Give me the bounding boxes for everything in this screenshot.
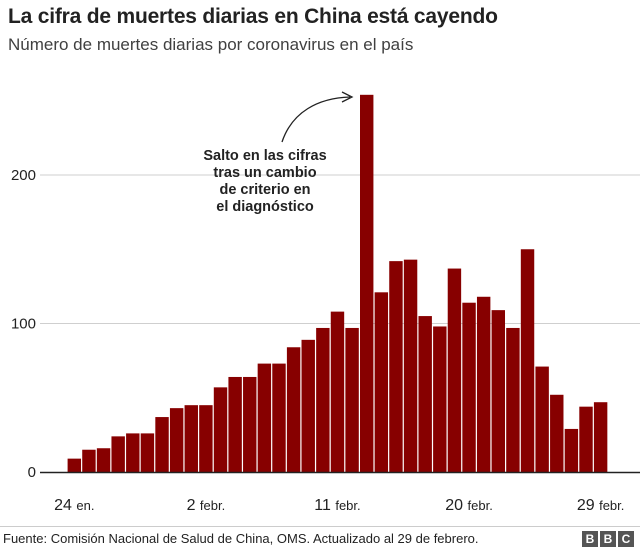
- x-tick-label: 29 febr.: [577, 497, 625, 514]
- bar: [418, 316, 432, 472]
- source-note: Fuente: Comisión Nacional de Salud de Ch…: [3, 531, 479, 546]
- bar: [111, 436, 125, 472]
- annotation-line: el diagnóstico: [216, 199, 314, 215]
- bar: [155, 417, 169, 472]
- bar: [67, 458, 82, 472]
- bar: [579, 406, 593, 472]
- bar: [593, 402, 608, 472]
- bar: [169, 408, 184, 472]
- bar: [140, 433, 155, 472]
- bar-chart: 0 100 200 24 en. 2 febr. 11 febr. 20 febr. 29 f…: [11, 91, 640, 514]
- footer-divider: [0, 526, 640, 527]
- bar: [550, 394, 564, 472]
- bar: [403, 259, 418, 472]
- annotation-line: tras un cambio: [213, 165, 317, 181]
- bar: [462, 302, 476, 472]
- bar: [476, 296, 491, 472]
- bar: [491, 310, 505, 472]
- bar: [564, 428, 579, 472]
- bar: [316, 327, 330, 472]
- bar: [286, 347, 301, 472]
- bbc-logo-letter: B: [582, 531, 598, 547]
- bar: [272, 363, 286, 472]
- annotation-arrow: [281, 96, 351, 143]
- bar: [374, 292, 389, 472]
- bar: [506, 327, 520, 472]
- annotation-line: Salto en las cifras: [203, 148, 327, 164]
- bar: [82, 449, 96, 472]
- bar: [228, 376, 242, 472]
- bbc-logo: B B C: [582, 531, 634, 547]
- chart-subtitle: Número de muertes diarias por coronaviru…: [8, 35, 414, 54]
- bar: [520, 249, 535, 472]
- x-tick-label: 24 en.: [54, 497, 94, 514]
- bbc-logo-letter: C: [618, 531, 634, 547]
- x-tick-label: 20 febr.: [445, 497, 493, 514]
- bar: [433, 326, 447, 472]
- x-tick-label: 11 febr.: [314, 497, 360, 514]
- y-tick-label: 100: [11, 316, 36, 333]
- y-tick-label: 0: [28, 464, 36, 481]
- bar: [199, 405, 213, 472]
- bar: [345, 327, 359, 472]
- bar: [96, 448, 111, 472]
- arrow-head-icon: [341, 91, 354, 103]
- annotation: Salto en las cifras tras un cambio de cr…: [180, 148, 350, 216]
- bar: [360, 94, 374, 472]
- y-tick-label: 200: [11, 167, 36, 184]
- bar: [447, 268, 462, 472]
- bar: [389, 261, 403, 472]
- bar: [126, 433, 140, 472]
- bar: [213, 387, 228, 472]
- bbc-logo-letter: B: [600, 531, 616, 547]
- x-tick-label: 2 febr.: [187, 497, 226, 514]
- bar: [184, 405, 198, 472]
- bar: [257, 363, 272, 472]
- annotation-line: de criterio en: [219, 182, 311, 198]
- bar: [301, 339, 315, 472]
- bar: [535, 366, 549, 472]
- chart-title: La cifra de muertes diarias en China est…: [8, 5, 498, 28]
- bar: [243, 376, 257, 472]
- bar: [330, 311, 345, 472]
